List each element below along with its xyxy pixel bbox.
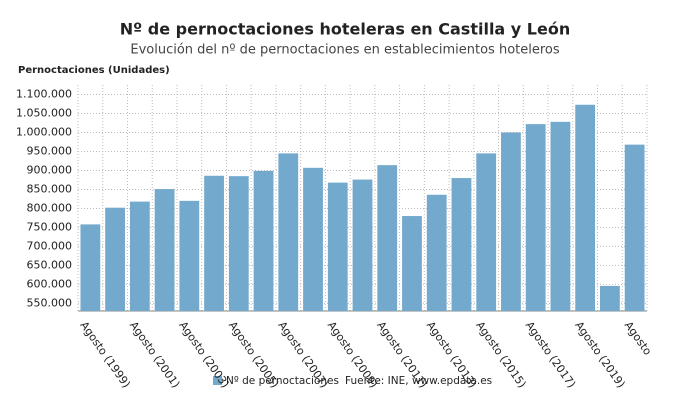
x-tick-label: Agosto (1999) xyxy=(77,319,132,390)
bar xyxy=(80,224,101,311)
y-tick-label: 1.100.000 xyxy=(16,87,72,100)
bar xyxy=(476,153,497,311)
bar xyxy=(525,124,546,312)
x-tick-label: Agosto xyxy=(622,319,655,358)
bar xyxy=(327,182,348,311)
bar xyxy=(377,165,398,311)
bar xyxy=(105,207,126,311)
bar xyxy=(129,201,150,311)
chart-subtitle: Evolución del nº de pernoctaciones en es… xyxy=(130,43,560,58)
bar xyxy=(303,167,323,311)
y-tick-label: 700.000 xyxy=(27,239,73,252)
y-tick-label: 850.000 xyxy=(27,182,73,195)
x-tick-label: Agosto (2003) xyxy=(176,319,231,390)
bar xyxy=(352,179,373,311)
bar xyxy=(154,189,175,311)
bar xyxy=(228,176,249,311)
x-tick-label: Agosto (2001) xyxy=(127,319,182,390)
bar xyxy=(599,285,620,311)
chart-title: Nº de pernoctaciones hoteleras en Castil… xyxy=(120,20,570,39)
legend-label: Nº de pernoctaciones xyxy=(226,375,339,387)
source-note: Fuente: INE, www.epdata.es xyxy=(345,375,492,387)
y-tick-label: 550.000 xyxy=(27,296,73,309)
legend-swatch xyxy=(213,376,222,385)
bar xyxy=(575,104,596,312)
bar xyxy=(278,153,299,311)
y-tick-label: 600.000 xyxy=(27,277,73,290)
bar xyxy=(501,132,521,311)
y-tick-label: 950.000 xyxy=(27,144,73,157)
bar xyxy=(451,178,472,311)
bar xyxy=(179,200,200,311)
y-tick-label: 750.000 xyxy=(27,220,73,233)
y-tick-label: 800.000 xyxy=(27,201,73,214)
y-axis-title: Pernoctaciones (Unidades) xyxy=(18,65,170,76)
bar xyxy=(550,121,571,312)
y-tick-label: 1.000.000 xyxy=(16,125,72,138)
bar xyxy=(253,170,274,311)
y-tick-label: 900.000 xyxy=(27,163,73,176)
bar xyxy=(624,144,645,311)
bar xyxy=(204,175,224,311)
bar xyxy=(402,216,422,311)
y-tick-label: 650.000 xyxy=(27,258,73,271)
x-tick-label: Agosto (2019) xyxy=(572,319,627,390)
y-tick-label: 1.050.000 xyxy=(16,106,72,119)
x-tick-label: Agosto (2017) xyxy=(523,319,578,390)
bar xyxy=(426,194,447,311)
